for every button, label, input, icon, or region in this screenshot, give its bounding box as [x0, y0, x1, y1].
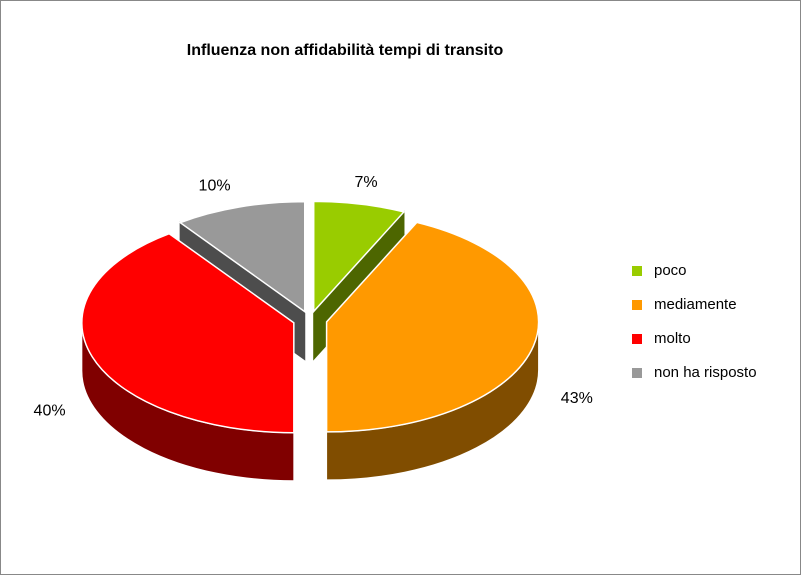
- legend-text: non ha risposto: [654, 364, 757, 381]
- legend-text: molto: [654, 330, 691, 347]
- slice: [81, 232, 295, 434]
- data-label: 43%: [561, 390, 593, 407]
- slice: [178, 200, 306, 314]
- data-label: 10%: [199, 177, 231, 194]
- slice: [312, 200, 406, 314]
- legend-text: poco: [654, 262, 687, 279]
- data-label: 7%: [355, 174, 378, 191]
- data-label: 40%: [34, 403, 66, 420]
- slice: [325, 221, 540, 433]
- legend-text: mediamente: [654, 296, 737, 313]
- legend-swatch: [632, 266, 642, 276]
- legend-swatch: [632, 368, 642, 378]
- legend-swatch: [632, 300, 642, 310]
- legend-swatch: [632, 334, 642, 344]
- chart-title: Influenza non affidabilità tempi di tran…: [187, 42, 504, 59]
